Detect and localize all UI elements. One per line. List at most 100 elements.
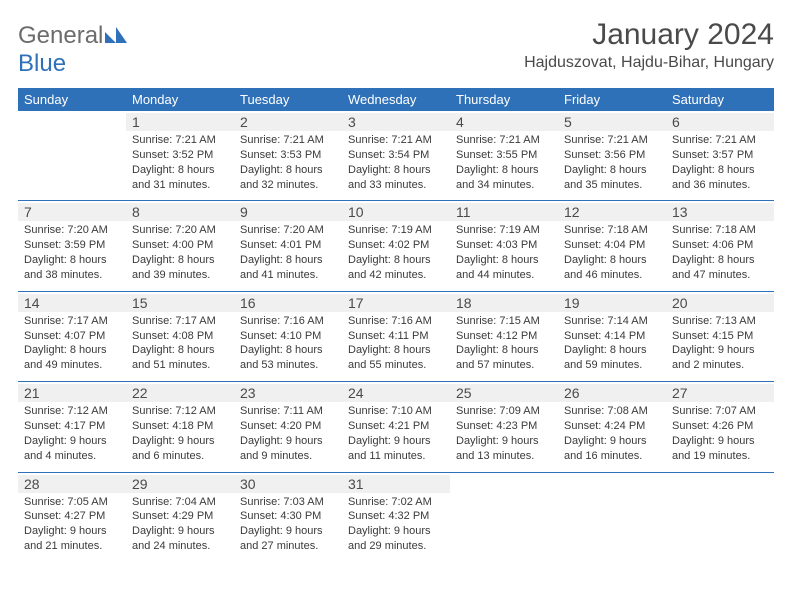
sunrise-text: Sunrise: 7:10 AM [348,404,444,419]
daylight-text: Daylight: 8 hours and 49 minutes. [24,343,120,373]
daylight-text: Daylight: 9 hours and 16 minutes. [564,434,660,464]
title-block: January 2024 Hajduszovat, Hajdu-Bihar, H… [524,18,774,72]
day-number: 29 [126,475,234,493]
day-info: Sunrise: 7:17 AMSunset: 4:07 PMDaylight:… [24,314,120,373]
day-info: Sunrise: 7:20 AMSunset: 4:00 PMDaylight:… [132,223,228,282]
calendar-day-cell: 23Sunrise: 7:11 AMSunset: 4:20 PMDayligh… [234,382,342,472]
day-info: Sunrise: 7:20 AMSunset: 4:01 PMDaylight:… [240,223,336,282]
day-number: 11 [450,203,558,221]
day-info: Sunrise: 7:12 AMSunset: 4:17 PMDaylight:… [24,404,120,463]
day-info: Sunrise: 7:18 AMSunset: 4:04 PMDaylight:… [564,223,660,282]
sunrise-text: Sunrise: 7:13 AM [672,314,768,329]
calendar-day-cell: 28Sunrise: 7:05 AMSunset: 4:27 PMDayligh… [18,472,126,562]
calendar-day-cell: 4Sunrise: 7:21 AMSunset: 3:55 PMDaylight… [450,111,558,201]
weekday-header: Tuesday [234,88,342,111]
day-info: Sunrise: 7:16 AMSunset: 4:11 PMDaylight:… [348,314,444,373]
sunset-text: Sunset: 4:14 PM [564,329,660,344]
day-number: 6 [666,113,774,131]
sunset-text: Sunset: 4:29 PM [132,509,228,524]
sunset-text: Sunset: 4:27 PM [24,509,120,524]
sunrise-text: Sunrise: 7:12 AM [132,404,228,419]
calendar-week-row: 1Sunrise: 7:21 AMSunset: 3:52 PMDaylight… [18,111,774,201]
day-number: 18 [450,294,558,312]
day-number: 7 [18,203,126,221]
daylight-text: Daylight: 9 hours and 19 minutes. [672,434,768,464]
calendar-day-cell: 2Sunrise: 7:21 AMSunset: 3:53 PMDaylight… [234,111,342,201]
day-info: Sunrise: 7:10 AMSunset: 4:21 PMDaylight:… [348,404,444,463]
calendar-day-cell [666,472,774,562]
day-info: Sunrise: 7:09 AMSunset: 4:23 PMDaylight:… [456,404,552,463]
daylight-text: Daylight: 9 hours and 6 minutes. [132,434,228,464]
day-info: Sunrise: 7:21 AMSunset: 3:54 PMDaylight:… [348,133,444,192]
sunrise-text: Sunrise: 7:21 AM [348,133,444,148]
sunrise-text: Sunrise: 7:19 AM [348,223,444,238]
day-info: Sunrise: 7:13 AMSunset: 4:15 PMDaylight:… [672,314,768,373]
sunset-text: Sunset: 3:59 PM [24,238,120,253]
sunrise-text: Sunrise: 7:17 AM [24,314,120,329]
sunset-text: Sunset: 4:01 PM [240,238,336,253]
day-info: Sunrise: 7:08 AMSunset: 4:24 PMDaylight:… [564,404,660,463]
sunset-text: Sunset: 4:20 PM [240,419,336,434]
day-info: Sunrise: 7:07 AMSunset: 4:26 PMDaylight:… [672,404,768,463]
weekday-header: Saturday [666,88,774,111]
daylight-text: Daylight: 8 hours and 33 minutes. [348,163,444,193]
daylight-text: Daylight: 8 hours and 47 minutes. [672,253,768,283]
sunset-text: Sunset: 4:32 PM [348,509,444,524]
logo: General Blue [18,18,127,78]
sunrise-text: Sunrise: 7:20 AM [24,223,120,238]
day-number: 31 [342,475,450,493]
day-info: Sunrise: 7:21 AMSunset: 3:57 PMDaylight:… [672,133,768,192]
day-number: 20 [666,294,774,312]
logo-text-blue: Blue [18,50,66,77]
day-number: 19 [558,294,666,312]
daylight-text: Daylight: 8 hours and 34 minutes. [456,163,552,193]
daylight-text: Daylight: 8 hours and 35 minutes. [564,163,660,193]
calendar-day-cell: 10Sunrise: 7:19 AMSunset: 4:02 PMDayligh… [342,201,450,291]
sunset-text: Sunset: 4:15 PM [672,329,768,344]
calendar-day-cell: 17Sunrise: 7:16 AMSunset: 4:11 PMDayligh… [342,291,450,381]
day-number: 4 [450,113,558,131]
daylight-text: Daylight: 8 hours and 32 minutes. [240,163,336,193]
sunset-text: Sunset: 4:04 PM [564,238,660,253]
sunrise-text: Sunrise: 7:14 AM [564,314,660,329]
weekday-header: Sunday [18,88,126,111]
logo-text-general: General [18,22,103,49]
sunset-text: Sunset: 3:54 PM [348,148,444,163]
sunset-text: Sunset: 3:55 PM [456,148,552,163]
sunset-text: Sunset: 4:07 PM [24,329,120,344]
calendar-day-cell: 11Sunrise: 7:19 AMSunset: 4:03 PMDayligh… [450,201,558,291]
day-number: 23 [234,384,342,402]
daylight-text: Daylight: 9 hours and 4 minutes. [24,434,120,464]
sunset-text: Sunset: 4:30 PM [240,509,336,524]
weekday-header: Friday [558,88,666,111]
calendar-week-row: 7Sunrise: 7:20 AMSunset: 3:59 PMDaylight… [18,201,774,291]
day-number: 24 [342,384,450,402]
day-info: Sunrise: 7:21 AMSunset: 3:56 PMDaylight:… [564,133,660,192]
daylight-text: Daylight: 9 hours and 2 minutes. [672,343,768,373]
daylight-text: Daylight: 8 hours and 38 minutes. [24,253,120,283]
calendar-day-cell: 30Sunrise: 7:03 AMSunset: 4:30 PMDayligh… [234,472,342,562]
sunset-text: Sunset: 4:18 PM [132,419,228,434]
sunset-text: Sunset: 4:17 PM [24,419,120,434]
calendar-table: Sunday Monday Tuesday Wednesday Thursday… [18,88,774,562]
day-info: Sunrise: 7:17 AMSunset: 4:08 PMDaylight:… [132,314,228,373]
sunset-text: Sunset: 4:08 PM [132,329,228,344]
sunrise-text: Sunrise: 7:11 AM [240,404,336,419]
day-number: 5 [558,113,666,131]
daylight-text: Daylight: 8 hours and 31 minutes. [132,163,228,193]
sunrise-text: Sunrise: 7:15 AM [456,314,552,329]
calendar-week-row: 21Sunrise: 7:12 AMSunset: 4:17 PMDayligh… [18,382,774,472]
sunrise-text: Sunrise: 7:03 AM [240,495,336,510]
daylight-text: Daylight: 9 hours and 13 minutes. [456,434,552,464]
weekday-header: Thursday [450,88,558,111]
daylight-text: Daylight: 8 hours and 42 minutes. [348,253,444,283]
day-info: Sunrise: 7:02 AMSunset: 4:32 PMDaylight:… [348,495,444,554]
sunrise-text: Sunrise: 7:18 AM [564,223,660,238]
sunset-text: Sunset: 4:00 PM [132,238,228,253]
sunset-text: Sunset: 3:57 PM [672,148,768,163]
day-number: 9 [234,203,342,221]
day-info: Sunrise: 7:21 AMSunset: 3:53 PMDaylight:… [240,133,336,192]
calendar-day-cell: 9 Sunrise: 7:20 AMSunset: 4:01 PMDaylight… [234,201,342,291]
sunrise-text: Sunrise: 7:07 AM [672,404,768,419]
day-info: Sunrise: 7:15 AMSunset: 4:12 PMDaylight:… [456,314,552,373]
